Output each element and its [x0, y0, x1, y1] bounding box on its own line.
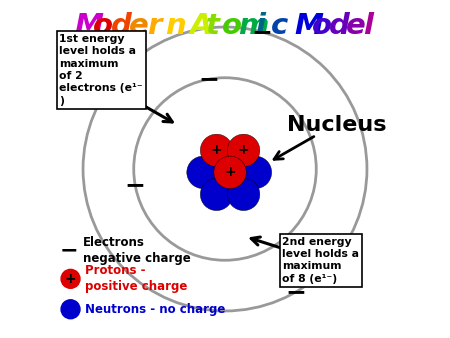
Text: d: d	[111, 12, 131, 40]
Text: −: −	[125, 173, 146, 197]
Text: Protons -
positive charge: Protons - positive charge	[85, 264, 187, 293]
Text: +: +	[224, 165, 236, 179]
Text: Electrons
negative charge: Electrons negative charge	[83, 236, 191, 265]
Text: r: r	[147, 12, 161, 40]
Text: c: c	[271, 12, 288, 40]
Text: l: l	[363, 12, 373, 40]
Text: e: e	[129, 12, 148, 40]
Text: M: M	[75, 12, 104, 40]
Text: M: M	[294, 12, 323, 40]
Text: 1st energy
level holds a
maximum
of 2
electrons (e¹⁻
): 1st energy level holds a maximum of 2 el…	[59, 34, 143, 106]
Text: −: −	[285, 280, 306, 304]
Text: e: e	[346, 12, 366, 40]
Circle shape	[200, 178, 233, 211]
Circle shape	[227, 134, 260, 167]
Text: o: o	[222, 12, 242, 40]
Text: i: i	[255, 12, 265, 40]
Text: o: o	[311, 12, 332, 40]
Circle shape	[239, 156, 272, 189]
Text: +: +	[211, 143, 222, 158]
Text: o: o	[93, 12, 112, 40]
Circle shape	[61, 300, 80, 319]
Text: t: t	[206, 12, 220, 40]
Text: A: A	[189, 12, 212, 40]
Text: 2nd energy
level holds a
maximum
of 8 (e¹⁻): 2nd energy level holds a maximum of 8 (e…	[283, 237, 360, 284]
Text: +: +	[238, 143, 249, 158]
Text: n: n	[165, 12, 185, 40]
Text: −: −	[251, 20, 272, 44]
Text: +: +	[65, 272, 76, 286]
Text: −: −	[198, 67, 220, 91]
Circle shape	[61, 269, 80, 288]
Text: Nucleus: Nucleus	[287, 115, 386, 135]
Text: d: d	[329, 12, 350, 40]
Circle shape	[200, 134, 233, 167]
Text: m: m	[238, 12, 269, 40]
Circle shape	[227, 178, 260, 211]
Text: −: −	[59, 240, 78, 260]
Circle shape	[187, 156, 219, 189]
Text: Neutrons - no charge: Neutrons - no charge	[85, 303, 225, 316]
Circle shape	[214, 156, 246, 189]
